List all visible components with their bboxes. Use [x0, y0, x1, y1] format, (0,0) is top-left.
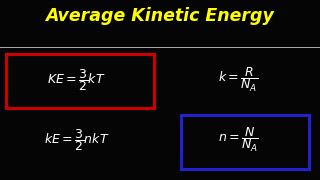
- Text: Average Kinetic Energy: Average Kinetic Energy: [45, 7, 275, 25]
- Text: $k = \dfrac{R}{N_A}$: $k = \dfrac{R}{N_A}$: [218, 66, 259, 94]
- Text: $KE = \dfrac{3}{2}kT$: $KE = \dfrac{3}{2}kT$: [47, 67, 106, 93]
- Text: $n = \dfrac{N}{N_A}$: $n = \dfrac{N}{N_A}$: [218, 126, 259, 154]
- Text: $kE = \dfrac{3}{2}nkT$: $kE = \dfrac{3}{2}nkT$: [44, 127, 110, 153]
